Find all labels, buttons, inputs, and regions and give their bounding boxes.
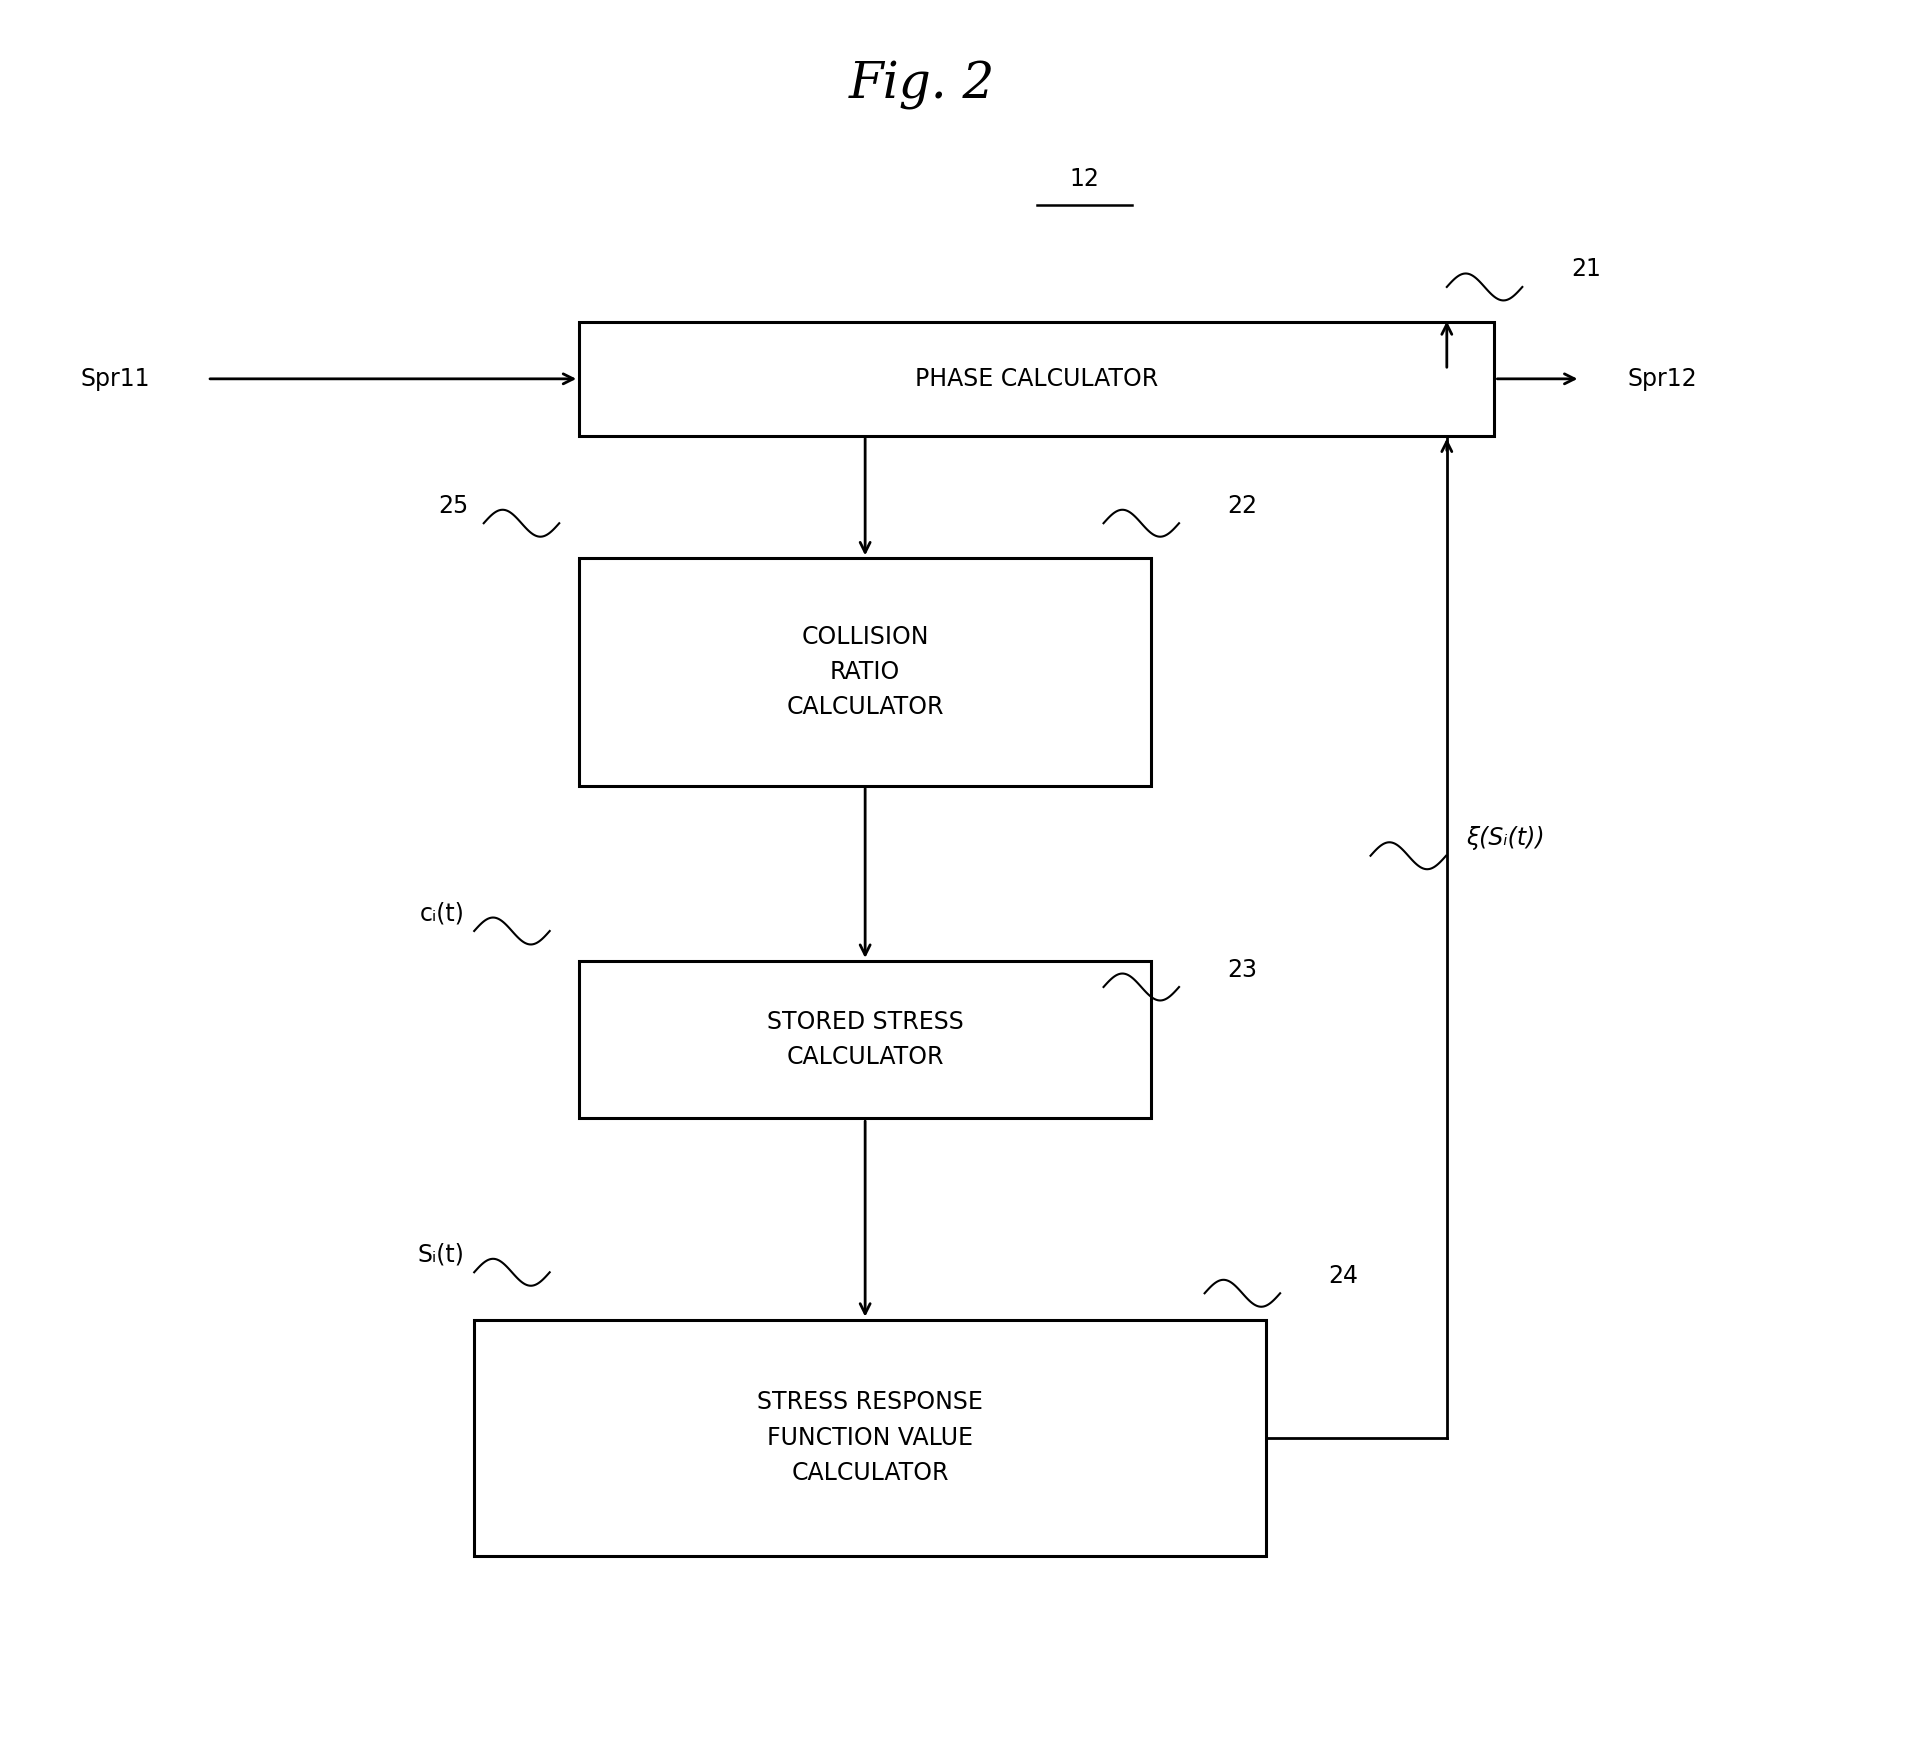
Text: cᵢ(t): cᵢ(t) [421,901,465,926]
Text: 23: 23 [1228,958,1258,981]
Text: 21: 21 [1571,258,1600,282]
Text: STRESS RESPONSE
FUNCTION VALUE
CALCULATOR: STRESS RESPONSE FUNCTION VALUE CALCULATO… [757,1390,984,1485]
Text: Spr12: Spr12 [1627,367,1698,392]
Text: 25: 25 [438,494,469,517]
Text: Spr11: Spr11 [81,367,150,392]
Text: PHASE CALCULATOR: PHASE CALCULATOR [914,367,1158,392]
Text: COLLISION
RATIO
CALCULATOR: COLLISION RATIO CALCULATOR [786,624,943,720]
Text: ξ(Sᵢ(t)): ξ(Sᵢ(t)) [1466,826,1544,850]
Text: STORED STRESS
CALCULATOR: STORED STRESS CALCULATOR [766,1009,964,1069]
Text: Sᵢ(t): Sᵢ(t) [417,1244,465,1267]
Bar [578,557,1151,785]
Text: 12: 12 [1070,168,1099,191]
Text: 24: 24 [1329,1263,1358,1288]
Bar [474,1319,1266,1556]
Bar [578,961,1151,1118]
Bar [578,323,1495,436]
Text: Fig. 2: Fig. 2 [849,62,995,111]
Text: 22: 22 [1228,494,1258,517]
